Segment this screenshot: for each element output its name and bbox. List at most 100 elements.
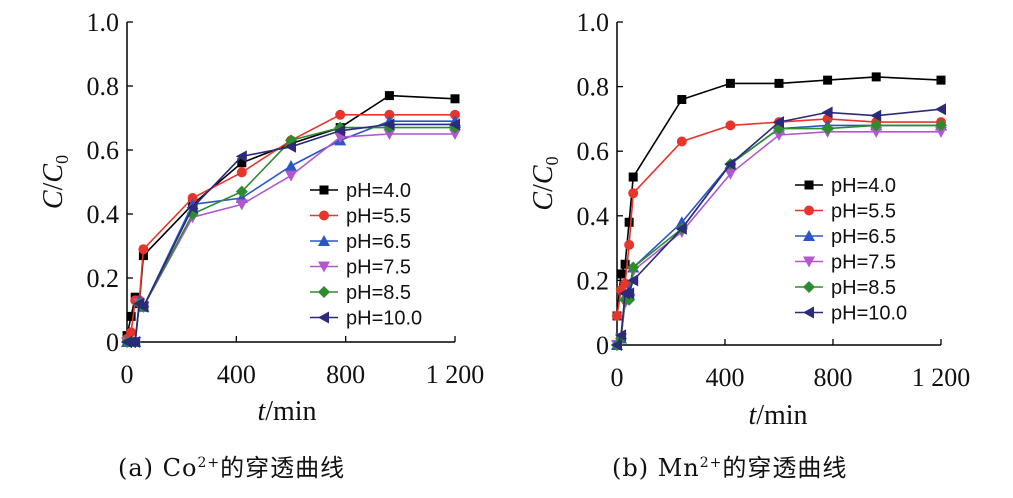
y-tick-label: 0 [106,328,119,357]
y-tick-label: 0.2 [87,264,120,293]
data-point [236,167,247,178]
data-point [450,94,460,104]
data-point [335,109,346,120]
y-axis-label-slash: / [38,182,69,190]
data-point [285,140,296,153]
caption-b-sup: 2+ [699,455,723,471]
x-axis-label: t/min [748,400,807,431]
y-axis-label-sub: 0 [52,155,72,164]
data-point [611,339,622,351]
data-point [237,158,247,168]
x-tick-label: 800 [814,363,853,392]
data-point [126,311,136,321]
x-tick-label: 0 [611,363,624,392]
legend-marker [803,256,815,268]
legend-marker [804,180,814,190]
legend-marker [318,311,329,324]
series-ph-10-0 [121,118,460,348]
data-point [616,269,626,279]
legend-a: pH=4.0 pH=5.5 pH=6.5 pH=7.5 pH=8.5 pH=10.0 [310,180,422,330]
legend-label: pH=7.5 [346,257,411,279]
data-point [383,118,395,131]
data-point [628,172,638,182]
data-point [138,244,149,255]
y-tick-label: 0 [596,331,609,360]
data-point [724,158,736,171]
data-point [186,201,198,214]
data-point [870,109,882,122]
caption-a: (a) Co2+的穿透曲线 [118,448,345,483]
chart-a: 00.20.40.60.81.00 400 800 1 200t/minC/C0pH=… [38,8,484,427]
legend-label: pH=8.5 [346,282,411,304]
x-tick-label: 0 [121,360,134,389]
data-point [725,78,735,88]
data-point [724,168,737,180]
data-point [676,136,687,147]
y-tick-label: 0.4 [577,202,610,231]
data-point [935,103,946,116]
x-tick-label: 400 [706,363,745,392]
y-tick-label: 0.8 [577,73,610,102]
legend-label: pH=8.5 [831,277,896,299]
caption-b: (b) Mn2+的穿透曲线 [612,448,847,483]
legend-marker [318,286,330,298]
legend-label: pH=5.5 [831,201,896,223]
y-tick-label: 0.2 [577,266,610,295]
data-point [623,287,635,300]
data-point [235,150,247,163]
data-point [675,222,687,235]
data-point [823,75,833,85]
chart-b: 00.20.40.60.81.00 400 800 1 200t/minC/C0pH=… [528,8,970,431]
legend-marker [319,185,329,195]
y-tick-label: 0.6 [577,137,610,166]
legend-label: pH=5.5 [346,206,411,228]
caption-a-prefix: (a) Co [118,454,198,482]
data-point [627,261,640,274]
data-point [235,185,248,198]
data-point [870,126,883,138]
y-axis-label-slash: / [528,184,559,192]
data-point [935,126,947,138]
y-axis-label-c: C [38,190,69,209]
data-point [773,130,785,142]
data-point [773,116,784,129]
data-point [450,109,460,120]
caption-a-sup: 2+ [197,455,221,471]
data-point [620,278,631,289]
data-point [936,75,946,85]
x-tick-label: 800 [326,360,365,389]
data-point [870,119,883,132]
data-point [285,170,297,182]
y-axis-label-c0: C [38,164,69,183]
x-axis-label-unit: /min [756,400,807,431]
legend-marker [804,205,814,216]
legend-marker [319,210,329,221]
y-axis-label: C/C0 [38,155,72,209]
data-point [821,122,834,135]
data-point [334,124,346,137]
data-point [612,310,622,321]
x-axis-label-var: t [748,400,757,431]
legend-label: pH=10.0 [831,303,907,325]
data-point [725,120,736,131]
data-point [285,160,297,171]
y-axis-label: C/C0 [528,156,562,210]
legend-label: pH=10.0 [346,308,422,330]
legend-label: pH=4.0 [346,180,411,202]
data-point [187,193,198,203]
y-tick-label: 0.4 [87,200,120,229]
legend-marker [803,230,815,241]
y-tick-label: 0.8 [87,72,120,101]
legend-label: pH=7.5 [831,252,896,274]
data-point [235,199,248,211]
data-point [449,129,461,140]
legend-label: pH=4.0 [831,175,896,197]
data-point [624,239,635,250]
caption-a-suffix: 的穿透曲线 [220,454,346,482]
data-point [677,95,687,105]
data-point [449,118,460,131]
data-point [615,329,627,342]
x-tick-label: 1 200 [912,363,971,392]
y-axis-label-c0: C [528,165,559,184]
series-ph-10-0 [611,103,946,351]
